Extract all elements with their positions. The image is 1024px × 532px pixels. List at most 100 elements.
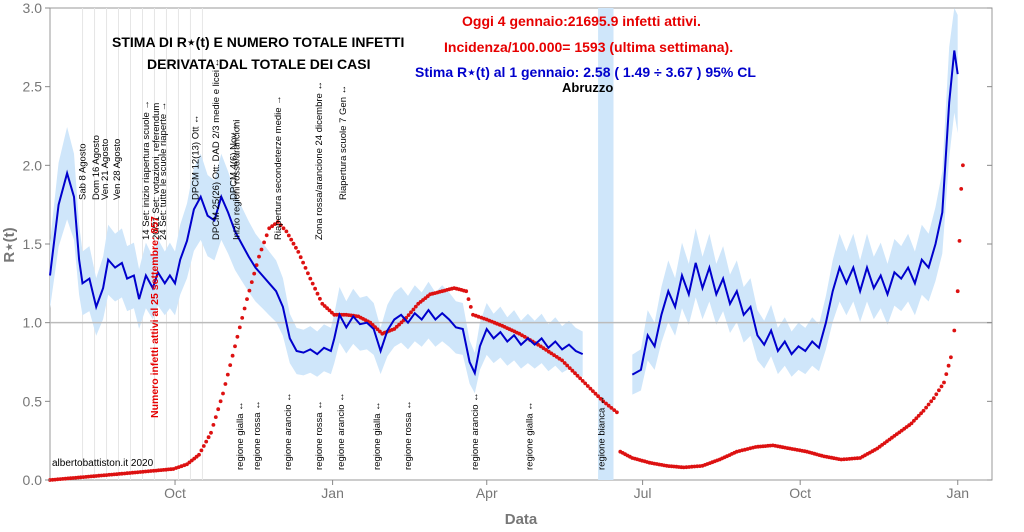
active-cases-point [204,439,209,444]
active-cases-point [914,416,919,421]
active-cases-point [939,384,944,389]
active-cases-point [596,394,600,399]
event-label: DPCM 12(13) Ott ↔ [191,114,202,200]
active-cases-point [278,223,283,228]
chart-title-line-1: STIMA DI R⋆(t) E NUMERO TOTALE INFETTI [112,34,404,50]
active-cases-point [852,456,857,461]
active-cases-point [575,373,580,378]
active-cases-point [692,464,697,469]
chart-title-line-2: DERIVATA DAL TOTALE DEI CASI [147,56,371,72]
rstar-line [631,50,959,376]
active-cases-point [262,240,266,245]
active-cases-point [273,222,277,227]
active-cases-point [281,226,286,231]
active-cases-point [916,413,921,418]
active-cases-point [275,220,280,224]
event-label: regione gialla ↔ [235,401,246,470]
active-cases-point [942,380,946,385]
x-tick-label: Jan [321,485,344,501]
y-tick-label: 0.5 [23,393,43,409]
active-cases-point [286,233,291,238]
active-cases-point [327,308,332,313]
event-label: regione gialla ↔ [372,401,383,470]
event-label: Inizio regioni rosse/arancioni [232,120,243,240]
active-cases-point [315,291,320,296]
x-axis-title: Data [505,511,538,528]
active-cases-point [912,418,916,423]
active-cases-point [601,399,606,404]
active-cases-point [591,389,595,393]
active-cases-point [392,327,397,331]
active-cases-point [213,415,218,419]
event-label: 20/21 Set: votazioni, referendum [151,103,162,240]
active-cases-point [959,187,964,191]
active-cases-point [120,471,124,476]
active-cases-point [604,401,608,406]
event-label: Ven 28 Agosto [112,139,123,200]
active-cases-point [839,457,844,462]
active-cases-point [296,250,301,254]
active-cases-point [375,327,380,332]
red-series-label: Numero infetti attivi al 25 settembre: 8… [149,216,161,418]
active-cases-point [952,328,957,333]
active-cases-point [909,421,914,426]
active-cases-point [252,271,257,276]
active-cases-point [684,465,689,470]
active-cases-point [937,388,941,393]
event-label: regione arancio ↔ [283,392,294,470]
active-cases-series [48,163,965,482]
active-cases-point [578,376,582,381]
active-cases-point [373,325,377,329]
event-label: Ven 21 Agosto [100,139,111,200]
active-cases-point [249,280,254,284]
x-tick-label: Jan [946,485,969,501]
active-cases-point [245,297,249,301]
active-cases-point [931,396,936,401]
x-tick-label: Oct [164,485,186,501]
active-cases-point [211,423,216,427]
active-cases-point [955,289,960,294]
active-cases-point [557,356,562,361]
active-cases-point [583,381,588,386]
active-cases-point [929,399,934,404]
active-cases-point [235,334,240,339]
active-cases-point [961,163,965,168]
active-cases-point [240,316,245,320]
active-cases-point [237,325,242,330]
event-label: DPCM 25(26) Ott: DAD 2/3 medie e licei ↔ [211,58,222,240]
active-cases-point [303,266,308,270]
active-cases-point [844,457,849,461]
event-label: regione arancio ↔ [470,392,481,470]
active-cases-point [397,322,401,327]
active-cases-point [466,297,471,301]
active-cases-point [855,456,860,461]
active-cases-point [197,452,201,457]
active-cases-point [544,348,548,352]
active-cases-point [926,402,931,407]
rstar-series [49,50,959,377]
x-tick-label: Apr [476,485,498,501]
active-cases-point [308,276,313,281]
event-label: DPCM 4(6) Nov ↔ [228,121,239,200]
active-cases-point [549,351,554,356]
active-cases-point [206,435,211,440]
active-cases-point [689,464,694,469]
active-cases-point [399,320,404,325]
axes: Oct Jan Apr Jul Oct Jan 0.0 0.5 1.0 1.5 2.0 2.5 3.0 [23,0,992,501]
active-cases-point [681,465,686,470]
active-cases-point [573,371,577,376]
active-cases-point [320,301,325,306]
active-cases-point [394,324,399,329]
active-cases-point [919,411,923,416]
missing-data-band [598,8,614,480]
active-cases-point [322,304,327,308]
y-tick-label: 1.5 [23,236,43,252]
active-cases-point [615,410,619,415]
event-label: Riapertura secondeterze medie → [273,95,284,240]
active-cases-point [921,408,926,413]
y-tick-label: 2.5 [23,79,43,95]
event-label: regione rossa ↔ [252,400,263,470]
active-cases-point [270,224,274,229]
active-cases-point [464,289,469,294]
